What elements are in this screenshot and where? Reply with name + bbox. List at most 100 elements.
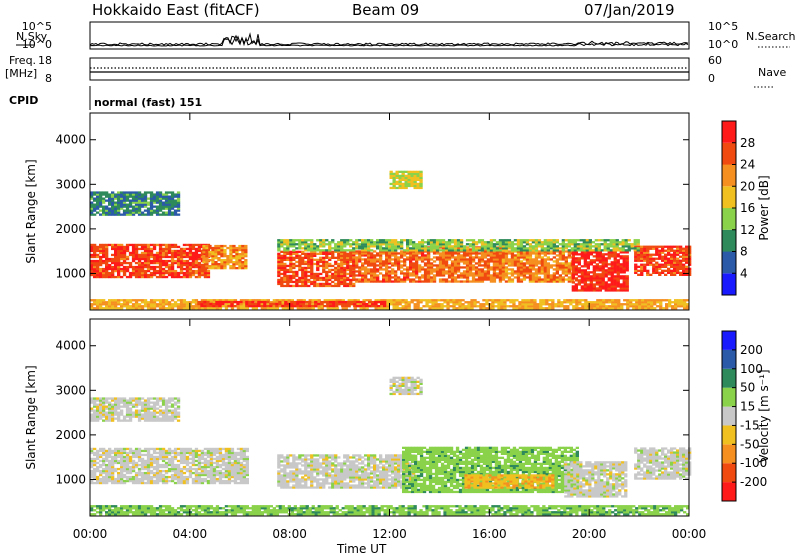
heatmap-cell xyxy=(352,241,356,244)
heatmap-cell xyxy=(122,259,127,263)
heatmap-cell xyxy=(111,269,115,273)
heatmap-cell xyxy=(459,241,464,244)
heatmap-cell xyxy=(202,261,206,264)
heatmap-cell xyxy=(349,268,353,272)
heatmap-cell xyxy=(495,274,500,277)
heatmap-cell xyxy=(429,241,434,244)
heatmap-cell xyxy=(480,252,485,255)
heatmap-cell xyxy=(352,282,356,286)
heatmap-cell xyxy=(114,457,118,461)
heatmap-cell xyxy=(370,252,374,255)
heatmap-cell xyxy=(552,272,556,275)
heatmap-cell xyxy=(485,307,489,310)
heatmap-cell xyxy=(96,467,100,471)
heatmap-cell xyxy=(593,307,597,310)
heatmap-cell xyxy=(173,275,178,279)
heatmap-cell xyxy=(185,301,190,304)
heatmap-cell xyxy=(349,245,353,248)
heatmap-cell xyxy=(146,303,151,306)
heatmap-cell xyxy=(615,249,619,252)
heatmap-cell xyxy=(486,254,491,257)
heatmap-cell xyxy=(120,449,124,453)
heatmap-cell xyxy=(406,266,410,269)
heatmap-cell xyxy=(96,247,100,251)
heatmap-cell xyxy=(492,252,497,255)
heatmap-cell xyxy=(404,174,408,177)
heatmap-cell xyxy=(122,449,127,453)
heatmap-cell xyxy=(313,276,317,280)
heatmap-cell xyxy=(501,254,506,257)
heatmap-cell xyxy=(149,203,154,206)
heatmap-cell xyxy=(688,263,692,266)
heatmap-cell xyxy=(418,266,422,269)
heatmap-cell xyxy=(140,465,145,469)
heatmap-cell xyxy=(403,268,407,271)
heatmap-cell xyxy=(125,471,130,475)
heatmap-cell xyxy=(429,258,434,261)
heatmap-cell xyxy=(579,245,583,248)
heatmap-cell xyxy=(122,247,127,251)
heatmap-cell xyxy=(137,255,142,259)
heatmap-cell xyxy=(376,239,380,242)
heatmap-cell xyxy=(125,451,130,455)
heatmap-cell xyxy=(453,260,458,263)
heatmap-cell xyxy=(391,270,395,273)
heatmap-cell xyxy=(137,471,142,475)
heatmap-cell xyxy=(543,268,547,271)
heatmap-cell xyxy=(122,301,127,304)
heatmap-cell xyxy=(202,248,206,252)
heatmap-cell xyxy=(325,280,329,284)
heatmap-cell xyxy=(418,270,422,273)
heatmap-cell xyxy=(492,280,497,283)
heatmap-cell xyxy=(125,193,130,196)
heatmap-cell xyxy=(164,275,169,279)
heatmap-cell xyxy=(616,285,620,288)
heatmap-cell xyxy=(244,261,248,264)
heatmap-cell xyxy=(337,258,341,261)
heatmap-cell xyxy=(361,272,365,275)
heatmap-cell xyxy=(646,273,650,276)
heatmap-cell xyxy=(299,304,303,308)
heatmap-cell xyxy=(281,299,285,302)
heatmap-cell xyxy=(465,252,470,255)
heatmap-cell xyxy=(413,180,417,183)
heatmap-cell xyxy=(394,254,398,257)
heatmap-cell xyxy=(99,447,103,451)
heatmap-cell xyxy=(435,252,440,255)
heatmap-cell xyxy=(108,263,112,267)
heatmap-cell xyxy=(429,268,434,271)
heatmap-cell xyxy=(152,245,157,249)
heatmap-cell xyxy=(655,265,659,268)
heatmap-cell xyxy=(604,265,608,268)
heatmap-cell xyxy=(685,251,689,254)
heatmap-cell xyxy=(495,243,500,246)
heatmap-cell xyxy=(444,249,449,252)
heatmap-cell xyxy=(392,305,396,308)
heatmap-cell xyxy=(131,299,136,302)
heatmap-cell xyxy=(185,271,190,275)
heatmap-cell xyxy=(412,247,416,250)
heatmap-cell xyxy=(432,270,437,273)
heatmap-cell xyxy=(343,249,347,252)
heatmap-cell xyxy=(587,301,591,304)
heatmap-cell xyxy=(419,186,423,190)
heatmap-cell xyxy=(604,259,608,262)
heatmap-cell xyxy=(155,209,160,212)
heatmap-cell xyxy=(108,455,112,459)
heatmap-cell xyxy=(441,274,446,277)
heatmap-cell xyxy=(370,274,374,277)
heatmap-cell xyxy=(416,182,420,186)
heatmap-cell xyxy=(376,247,380,250)
heatmap-cell xyxy=(134,255,139,259)
heatmap-cell xyxy=(489,276,494,279)
heatmap-cell xyxy=(155,275,160,279)
heatmap-cell xyxy=(432,241,437,244)
heatmap-cell xyxy=(453,245,458,248)
heatmap-cell xyxy=(188,307,193,310)
heatmap-cell xyxy=(453,262,458,265)
heatmap-cell xyxy=(392,176,396,179)
heatmap-cell xyxy=(456,260,461,263)
heatmap-cell xyxy=(570,247,574,250)
heatmap-cell xyxy=(483,270,488,273)
heatmap-cell xyxy=(519,272,524,275)
